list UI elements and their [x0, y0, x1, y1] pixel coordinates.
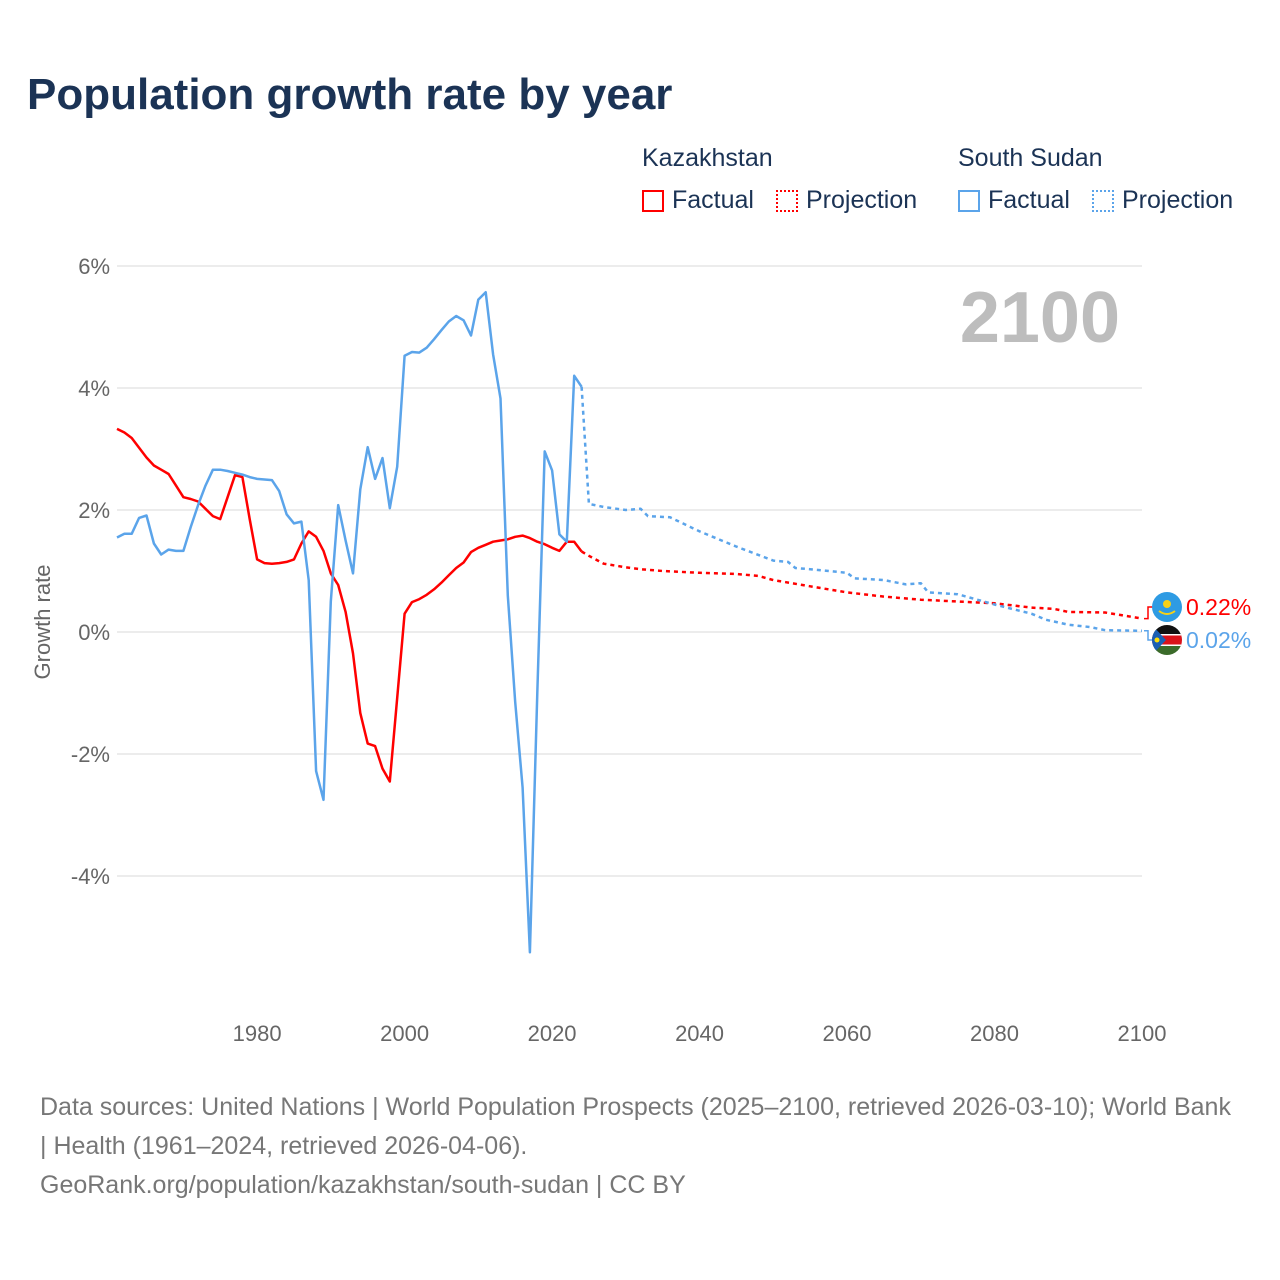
footer: Data sources: United Nations | World Pop…	[40, 1088, 1240, 1205]
legend-label: Factual	[988, 186, 1070, 214]
legend-group-title: South Sudan	[958, 144, 1103, 172]
y-tick-label: 4%	[78, 376, 110, 401]
end-value-label: 0.02%	[1186, 627, 1251, 653]
legend-south-sudan-factual[interactable]: Factual	[958, 186, 1070, 215]
legend-south-sudan-projection[interactable]: Projection	[1092, 186, 1233, 215]
x-tick-label: 2080	[970, 1021, 1019, 1046]
legend-label: Projection	[806, 186, 918, 214]
x-tick-label: 2020	[528, 1021, 577, 1046]
y-tick-label: -2%	[71, 742, 110, 767]
end-label-connector	[1144, 630, 1153, 641]
x-tick-label: 2100	[1118, 1021, 1167, 1046]
legend-kazakhstan: Kazakhstan	[642, 144, 773, 173]
y-tick-label: 2%	[78, 498, 110, 523]
x-tick-label: 2000	[380, 1021, 429, 1046]
y-tick-label: 6%	[78, 254, 110, 279]
y-tick-label: 0%	[78, 620, 110, 645]
dotted-swatch-icon	[1092, 189, 1114, 212]
series-kazakhstan-factual	[116, 427, 583, 783]
end-label-connector	[1144, 606, 1153, 620]
source-link[interactable]: GeoRank.org/population/kazakhstan/south-…	[40, 1171, 686, 1199]
legend-south-sudan: South Sudan	[958, 144, 1103, 173]
y-axis-label: Growth rate	[30, 565, 55, 680]
legend-label: Factual	[672, 186, 754, 214]
dotted-swatch-icon	[776, 189, 798, 212]
y-tick-label: -4%	[71, 864, 110, 889]
data-sources: Data sources: United Nations | World Pop…	[40, 1093, 1231, 1160]
legend-group-title: Kazakhstan	[642, 144, 773, 172]
x-tick-label: 2040	[675, 1021, 724, 1046]
solid-swatch-icon	[642, 189, 664, 212]
legend-label: Projection	[1122, 186, 1234, 214]
series-south-sudan-projection	[580, 386, 1143, 633]
series-kazakhstan-projection	[580, 550, 1143, 620]
solid-swatch-icon	[958, 189, 980, 212]
page-title: Population growth rate by year	[27, 70, 673, 119]
x-tick-label: 2060	[823, 1021, 872, 1046]
legend-kazakhstan-factual[interactable]: Factual	[642, 186, 754, 215]
year-indicator: 2100	[960, 278, 1120, 358]
end-value-label: 0.22%	[1186, 594, 1251, 620]
x-tick-label: 1980	[233, 1021, 282, 1046]
south-sudan-flag-icon	[1152, 625, 1182, 655]
legend-kazakhstan-projection[interactable]: Projection	[776, 186, 917, 215]
kazakhstan-flag-icon	[1152, 592, 1182, 622]
series-south-sudan-factual	[116, 290, 583, 954]
